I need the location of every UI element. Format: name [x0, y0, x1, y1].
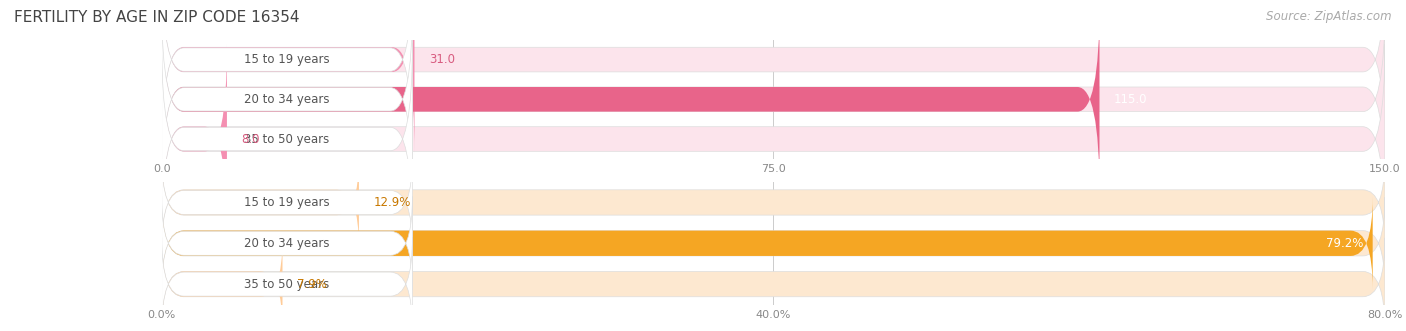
FancyBboxPatch shape — [162, 4, 1099, 194]
FancyBboxPatch shape — [162, 0, 415, 155]
Text: 8.0: 8.0 — [242, 132, 260, 146]
FancyBboxPatch shape — [162, 0, 1385, 155]
FancyBboxPatch shape — [162, 197, 1372, 289]
Text: 35 to 50 years: 35 to 50 years — [245, 278, 329, 291]
Text: FERTILITY BY AGE IN ZIP CODE 16354: FERTILITY BY AGE IN ZIP CODE 16354 — [14, 10, 299, 25]
Text: 35 to 50 years: 35 to 50 years — [245, 132, 329, 146]
FancyBboxPatch shape — [162, 156, 1385, 249]
FancyBboxPatch shape — [162, 0, 412, 155]
FancyBboxPatch shape — [162, 44, 226, 234]
FancyBboxPatch shape — [162, 156, 412, 249]
Text: 79.2%: 79.2% — [1326, 237, 1362, 250]
Text: 20 to 34 years: 20 to 34 years — [245, 93, 330, 106]
FancyBboxPatch shape — [162, 4, 412, 195]
Text: 7.9%: 7.9% — [297, 278, 328, 291]
FancyBboxPatch shape — [162, 4, 1385, 194]
Text: Source: ZipAtlas.com: Source: ZipAtlas.com — [1267, 10, 1392, 23]
FancyBboxPatch shape — [162, 197, 1385, 289]
FancyBboxPatch shape — [162, 43, 412, 235]
FancyBboxPatch shape — [162, 238, 1385, 330]
FancyBboxPatch shape — [162, 156, 359, 249]
Text: 115.0: 115.0 — [1114, 93, 1147, 106]
Text: 15 to 19 years: 15 to 19 years — [245, 53, 330, 66]
FancyBboxPatch shape — [162, 44, 1385, 234]
FancyBboxPatch shape — [162, 238, 283, 330]
FancyBboxPatch shape — [162, 237, 412, 331]
Text: 15 to 19 years: 15 to 19 years — [245, 196, 330, 209]
FancyBboxPatch shape — [162, 197, 412, 290]
Text: 20 to 34 years: 20 to 34 years — [245, 237, 330, 250]
Text: 12.9%: 12.9% — [374, 196, 411, 209]
Text: 31.0: 31.0 — [429, 53, 456, 66]
